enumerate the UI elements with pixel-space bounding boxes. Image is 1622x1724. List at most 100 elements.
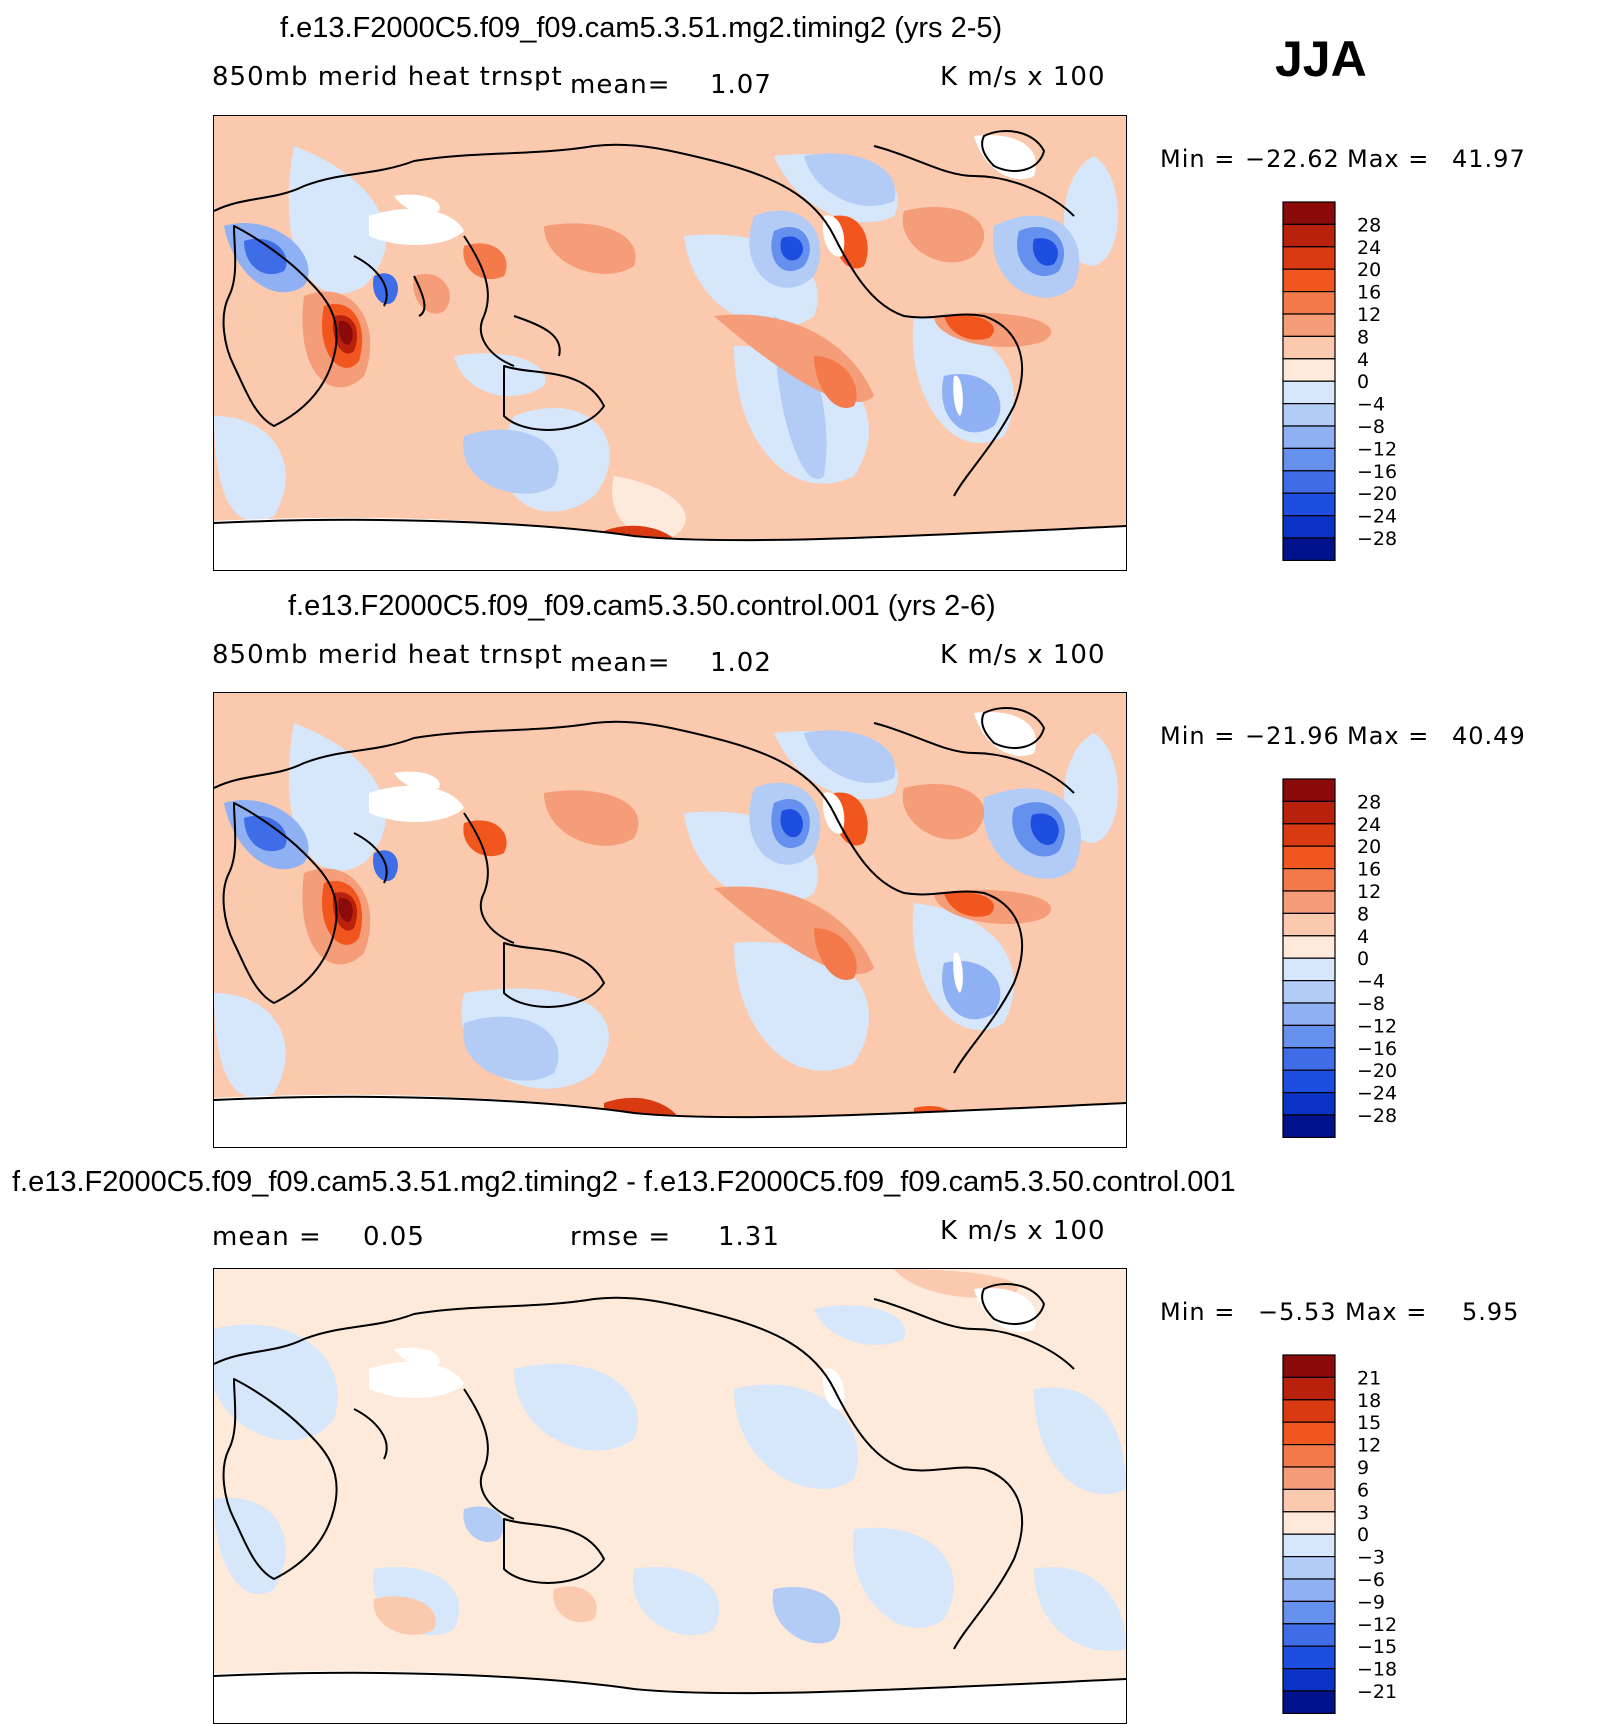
colorbar-tick-label: 8: [1357, 903, 1369, 925]
panel-3-title: f.e13.F2000C5.f09_f09.cam5.3.51.mg2.timi…: [12, 1166, 1236, 1198]
colorbar-tick-label: −8: [1357, 416, 1385, 438]
colorbar-swatch: [1282, 201, 1336, 225]
colorbar-tick-label: −21: [1357, 1681, 1397, 1703]
colorbar-swatch: [1282, 290, 1336, 315]
colorbar-swatch: [1282, 980, 1336, 1004]
panel-3-max-value: 5.95: [1462, 1298, 1520, 1326]
panel-3-map: [213, 1268, 1127, 1724]
panel-1-colorbar: 28 24 20 16 12 8 4 0 −4 −8 −12 −16 −20 −24 −28: [1282, 201, 1423, 567]
colorbar-tick-label: 0: [1357, 371, 1369, 393]
panel-3-units: K m/s x 100: [940, 1216, 1106, 1246]
colorbar-swatch: [1282, 1466, 1336, 1490]
colorbar-swatch: [1282, 1376, 1336, 1401]
colorbar-tick-label: 12: [1357, 881, 1381, 903]
colorbar-swatch: [1282, 1690, 1336, 1714]
panel-1-map-svg: [214, 116, 1126, 570]
panel-2-mean-label: mean=: [570, 648, 671, 678]
colorbar-tick-label: −16: [1357, 461, 1397, 483]
colorbar-swatch: [1282, 1556, 1336, 1580]
panel-1-variable: 850mb merid heat trnspt: [212, 62, 563, 92]
panel-3-max-label: Max =: [1345, 1298, 1428, 1326]
colorbar-swatch: [1282, 1069, 1336, 1094]
colorbar-swatch: [1282, 425, 1336, 449]
panel-1-max-label: Max =: [1347, 145, 1430, 173]
panel-2-title: f.e13.F2000C5.f09_f09.cam5.3.50.control.…: [288, 590, 996, 622]
colorbar-swatch: [1282, 268, 1336, 293]
colorbar-tick-label: −20: [1357, 1060, 1397, 1082]
panel-3-colorbar: 21 18 15 12 9 6 3 0 −3 −6 −9 −12 −15 −18 −21: [1282, 1354, 1423, 1720]
colorbar-tick-label: 20: [1357, 836, 1381, 858]
colorbar-tick-label: 12: [1357, 304, 1381, 326]
colorbar-swatch: [1282, 1399, 1336, 1423]
colorbar-swatch: [1282, 1002, 1336, 1026]
panel-1-title: f.e13.F2000C5.f09_f09.cam5.3.51.mg2.timi…: [280, 12, 1003, 44]
colorbar-tick-label: 15: [1357, 1412, 1381, 1434]
colorbar-tick-label: 20: [1357, 259, 1381, 281]
panel-2-mean-value: 1.02: [710, 648, 772, 678]
colorbar-tick-label: −9: [1357, 1591, 1385, 1613]
panel-2-map-svg: [214, 693, 1126, 1147]
panel-2-map: [213, 692, 1127, 1148]
colorbar-tick-label: −15: [1357, 1636, 1397, 1658]
colorbar-swatch: [1282, 537, 1336, 561]
colorbar-swatch: [1282, 1488, 1336, 1513]
colorbar-swatch: [1282, 447, 1336, 472]
colorbar-tick-label: 18: [1357, 1390, 1381, 1412]
colorbar-swatch: [1282, 912, 1336, 937]
colorbar-swatch: [1282, 800, 1336, 825]
colorbar-swatch: [1282, 380, 1336, 405]
panel-1-mean-label: mean=: [570, 70, 671, 100]
panel-1-max-value: 41.97: [1452, 145, 1526, 173]
colorbar-swatch: [1282, 935, 1336, 959]
panel-3-map-svg: [214, 1269, 1126, 1723]
panel-3-min-value: −5.53: [1258, 1298, 1337, 1326]
colorbar-tick-label: 12: [1357, 1435, 1381, 1457]
colorbar-swatch: [1282, 1511, 1336, 1535]
colorbar-swatch: [1282, 470, 1336, 494]
season-label: JJA: [1275, 31, 1367, 87]
colorbar-tick-label: −6: [1357, 1569, 1385, 1591]
colorbar-tick-label: −12: [1357, 438, 1397, 460]
colorbar-swatch: [1282, 1645, 1336, 1670]
colorbar-tick-label: 24: [1357, 237, 1381, 259]
colorbar-swatch: [1282, 1600, 1336, 1625]
colorbar-swatch: [1282, 1623, 1336, 1647]
colorbar-tick-label: 4: [1357, 349, 1369, 371]
colorbar-tick-label: 21: [1357, 1367, 1381, 1389]
colorbar-swatch: [1282, 335, 1336, 360]
colorbar-tick-label: 16: [1357, 282, 1381, 304]
colorbar-tick-label: −8: [1357, 993, 1385, 1015]
colorbar-swatch: [1282, 1533, 1336, 1558]
colorbar-tick-label: 8: [1357, 326, 1369, 348]
colorbar-swatch: [1282, 1354, 1336, 1378]
panel-2-variable: 850mb merid heat trnspt: [212, 640, 563, 670]
colorbar-swatch: [1282, 403, 1336, 427]
colorbar-swatch: [1282, 358, 1336, 382]
colorbar-swatch: [1282, 845, 1336, 870]
panel-2-max-value: 40.49: [1452, 722, 1526, 750]
colorbar-tick-label: −28: [1357, 528, 1397, 550]
panel-1-units: K m/s x 100: [940, 62, 1106, 92]
panel-3-mean-label: mean =: [212, 1222, 322, 1252]
colorbar-tick-label: −12: [1357, 1015, 1397, 1037]
colorbar-tick-label: −18: [1357, 1659, 1397, 1681]
colorbar-swatch: [1282, 1578, 1336, 1602]
colorbar-tick-label: 4: [1357, 926, 1369, 948]
panel-3-rmse-label: rmse =: [570, 1222, 672, 1252]
colorbar-tick-label: −16: [1357, 1038, 1397, 1060]
colorbar-tick-label: −3: [1357, 1547, 1385, 1569]
colorbar-tick-label: −28: [1357, 1105, 1397, 1127]
colorbar-swatch: [1282, 957, 1336, 982]
colorbar-swatch: [1282, 1668, 1336, 1692]
colorbar-tick-label: −24: [1357, 1083, 1397, 1105]
colorbar-swatch: [1282, 867, 1336, 892]
colorbar-tick-label: 9: [1357, 1457, 1369, 1479]
panel-2-colorbar: 28 24 20 16 12 8 4 0 −4 −8 −12 −16 −20 −24 −28: [1282, 778, 1423, 1144]
panel-3-rmse-value: 1.31: [718, 1222, 780, 1252]
panel-1-mean-value: 1.07: [710, 70, 772, 100]
colorbar-swatch: [1282, 246, 1336, 270]
colorbar-tick-label: −12: [1357, 1614, 1397, 1636]
